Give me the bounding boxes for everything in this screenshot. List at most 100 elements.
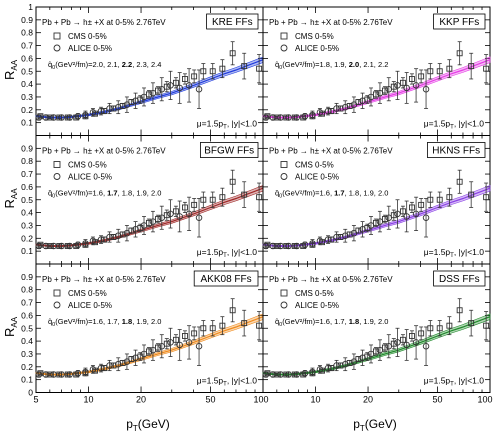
cms-point [73, 371, 80, 378]
alice-point [82, 368, 89, 376]
alice-point [58, 114, 65, 121]
alice-point [367, 93, 375, 101]
q0-label-part: , [118, 317, 122, 326]
alice-point [140, 350, 148, 358]
alice-point [185, 210, 193, 218]
q0-label-part: 1.6 [320, 189, 330, 198]
alice-point [341, 103, 349, 111]
alice-point [309, 111, 316, 119]
q0-label-part: 0 [279, 194, 282, 200]
cms-point [163, 340, 170, 347]
q0-label-part: (GeV²/fm)= [282, 189, 320, 198]
cms-point [409, 333, 415, 339]
alice-point [376, 89, 384, 97]
cms-point [37, 370, 44, 377]
x-tick-label: 5 [33, 395, 38, 405]
cms-point [399, 208, 406, 215]
y-tick-label: 0.8 [21, 285, 33, 295]
q0-label: q̂0(GeV²/fm)=1.6, 1.7, 1.8, 1.9, 2.0 [48, 189, 162, 200]
scale-label: μ=1.5pT, |y|<1.0 [197, 247, 258, 259]
cms-point [146, 348, 152, 355]
cms-point [483, 65, 490, 72]
alice-point [66, 242, 73, 250]
legend-cms-label: CMS 0-5% [68, 289, 107, 298]
alice-point [35, 114, 43, 121]
alice-point [293, 242, 300, 250]
cms-point [46, 243, 53, 249]
cms-point [46, 114, 53, 121]
y-tick-label: 0.9 [21, 272, 33, 282]
alice-point [195, 85, 203, 93]
cms-point [73, 243, 80, 249]
alice-point [262, 371, 270, 378]
y-tick-label: 0.6 [21, 53, 33, 63]
cms-point [229, 307, 236, 314]
alice-point [324, 107, 332, 115]
legend-cms-marker [53, 32, 61, 40]
ff-label: KRE FFs [212, 17, 253, 28]
cms-point [373, 91, 379, 98]
alice-point [158, 85, 166, 93]
cms-point [101, 108, 108, 115]
y-tick-label: 0.3 [21, 220, 33, 230]
scale-label-part: μ=1.5p [197, 376, 224, 386]
q0-label-part: 2.4 [151, 60, 161, 69]
q0-label-part: , [374, 60, 378, 69]
cms-point [399, 79, 406, 86]
cms-point [409, 76, 415, 82]
cms-point [346, 231, 353, 238]
alice-point [277, 114, 284, 121]
q0-label-part: , [147, 317, 151, 326]
alice-point [285, 242, 292, 250]
q0-label-part: 1.6 [93, 189, 103, 198]
x-tick-label: 10 [311, 395, 321, 405]
scale-label-part: , |y|<1.0 [454, 376, 484, 386]
y-tick-label: 0.4 [21, 208, 33, 218]
cms-point [241, 63, 248, 70]
alice-point [350, 358, 358, 365]
alice-point [394, 210, 401, 218]
alice-point [114, 232, 122, 239]
ff-label: AKK08 FFs [201, 274, 252, 285]
alice-point [403, 84, 410, 92]
q0-label-part: , [359, 189, 363, 198]
alice-point [359, 97, 366, 105]
alice-point [132, 354, 139, 362]
cms-point [436, 68, 443, 75]
alice-point [42, 242, 50, 250]
cms-point [241, 191, 248, 198]
cms-point [382, 87, 388, 94]
y-tick-label: 0.4 [21, 336, 33, 346]
ff-label-box [433, 270, 486, 287]
cms-point [229, 50, 236, 57]
cms-point [273, 243, 280, 249]
ff-label-box [193, 270, 259, 287]
alice-point [394, 82, 401, 89]
alice-point [74, 241, 82, 248]
y-tick-label: 0.9 [21, 15, 33, 25]
cms-point [155, 216, 161, 222]
alice-point [132, 97, 139, 105]
x-tick-label: 20 [363, 395, 373, 405]
q0-label: q̂0(GeV²/fm)=2.0, 2.1, 2.2, 2.3, 2.4 [48, 60, 162, 71]
scale-label-part: μ=1.5p [424, 247, 451, 257]
q0-label-part: q̂ [48, 189, 52, 198]
cms-point [172, 79, 179, 86]
cms-point [37, 113, 44, 120]
y-tick-label: 0.3 [21, 92, 33, 102]
q0-label-part: , [103, 189, 107, 198]
cms-point [346, 102, 353, 109]
panel-kkp: KKP FFs Pb + Pb → h± +X at 0-5% 2.76TeV CM… [262, 6, 491, 136]
q0-label-part: , [118, 189, 122, 198]
alice-point [89, 109, 97, 116]
cms-point [436, 196, 443, 203]
cms-point [468, 63, 475, 70]
x-tick-label: 10 [84, 395, 94, 405]
scale-label-part: μ=1.5p [197, 247, 224, 257]
legend-alice-marker [53, 44, 61, 52]
cms-point [390, 340, 397, 347]
legend-cms-marker [53, 161, 61, 168]
cms-point [200, 196, 207, 203]
cms-point [256, 322, 263, 329]
process-label: Pb + Pb → h± +X at 0-5% 2.76TeV [269, 147, 393, 156]
